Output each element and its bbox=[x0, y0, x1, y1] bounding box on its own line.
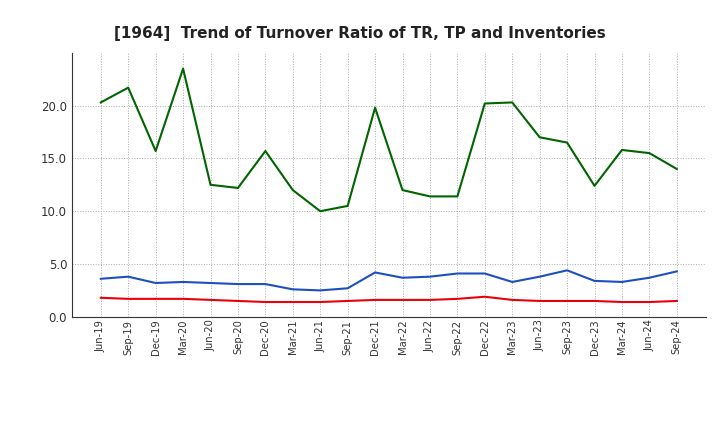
Inventories bbox=[672, 166, 681, 172]
Inventories bbox=[206, 182, 215, 187]
Trade Payables bbox=[453, 271, 462, 276]
Trade Receivables bbox=[124, 296, 132, 301]
Trade Receivables bbox=[233, 298, 242, 304]
Trade Receivables bbox=[590, 298, 599, 304]
Inventories bbox=[289, 187, 297, 193]
Trade Receivables bbox=[289, 299, 297, 304]
Trade Payables bbox=[536, 274, 544, 279]
Trade Receivables bbox=[371, 297, 379, 303]
Inventories bbox=[426, 194, 434, 199]
Inventories bbox=[508, 100, 516, 105]
Trade Payables bbox=[426, 274, 434, 279]
Inventories bbox=[398, 187, 407, 193]
Inventories bbox=[261, 148, 270, 154]
Trade Payables bbox=[398, 275, 407, 280]
Trade Payables bbox=[233, 282, 242, 287]
Trade Receivables bbox=[508, 297, 516, 303]
Trade Receivables bbox=[480, 294, 489, 299]
Trade Payables bbox=[563, 268, 572, 273]
Trade Payables bbox=[343, 286, 352, 291]
Trade Receivables bbox=[645, 299, 654, 304]
Trade Receivables bbox=[618, 299, 626, 304]
Trade Receivables bbox=[426, 297, 434, 303]
Trade Payables bbox=[480, 271, 489, 276]
Line: Trade Payables: Trade Payables bbox=[101, 270, 677, 290]
Line: Trade Receivables: Trade Receivables bbox=[101, 297, 677, 302]
Trade Receivables bbox=[206, 297, 215, 303]
Trade Receivables bbox=[96, 295, 105, 301]
Trade Receivables bbox=[563, 298, 572, 304]
Text: [1964]  Trend of Turnover Ratio of TR, TP and Inventories: [1964] Trend of Turnover Ratio of TR, TP… bbox=[114, 26, 606, 41]
Trade Receivables bbox=[151, 296, 160, 301]
Inventories bbox=[618, 147, 626, 153]
Trade Payables bbox=[618, 279, 626, 285]
Inventories bbox=[590, 183, 599, 188]
Trade Receivables bbox=[343, 298, 352, 304]
Trade Receivables bbox=[672, 298, 681, 304]
Line: Inventories: Inventories bbox=[101, 69, 677, 211]
Inventories bbox=[343, 203, 352, 209]
Trade Payables bbox=[371, 270, 379, 275]
Trade Payables bbox=[645, 275, 654, 280]
Inventories bbox=[645, 150, 654, 156]
Inventories bbox=[179, 66, 187, 71]
Trade Receivables bbox=[536, 298, 544, 304]
Trade Payables bbox=[316, 288, 325, 293]
Inventories bbox=[371, 105, 379, 110]
Trade Payables bbox=[289, 287, 297, 292]
Trade Payables bbox=[96, 276, 105, 282]
Trade Payables bbox=[508, 279, 516, 285]
Trade Payables bbox=[590, 278, 599, 283]
Trade Payables bbox=[179, 279, 187, 285]
Trade Receivables bbox=[261, 299, 270, 304]
Inventories bbox=[96, 100, 105, 105]
Trade Payables bbox=[206, 280, 215, 286]
Trade Payables bbox=[261, 282, 270, 287]
Trade Receivables bbox=[179, 296, 187, 301]
Inventories bbox=[233, 185, 242, 191]
Inventories bbox=[151, 148, 160, 154]
Inventories bbox=[453, 194, 462, 199]
Trade Payables bbox=[124, 274, 132, 279]
Trade Payables bbox=[672, 269, 681, 274]
Trade Receivables bbox=[316, 299, 325, 304]
Trade Receivables bbox=[453, 296, 462, 301]
Inventories bbox=[480, 101, 489, 106]
Inventories bbox=[563, 140, 572, 145]
Inventories bbox=[536, 135, 544, 140]
Trade Payables bbox=[151, 280, 160, 286]
Inventories bbox=[316, 209, 325, 214]
Inventories bbox=[124, 85, 132, 90]
Trade Receivables bbox=[398, 297, 407, 303]
